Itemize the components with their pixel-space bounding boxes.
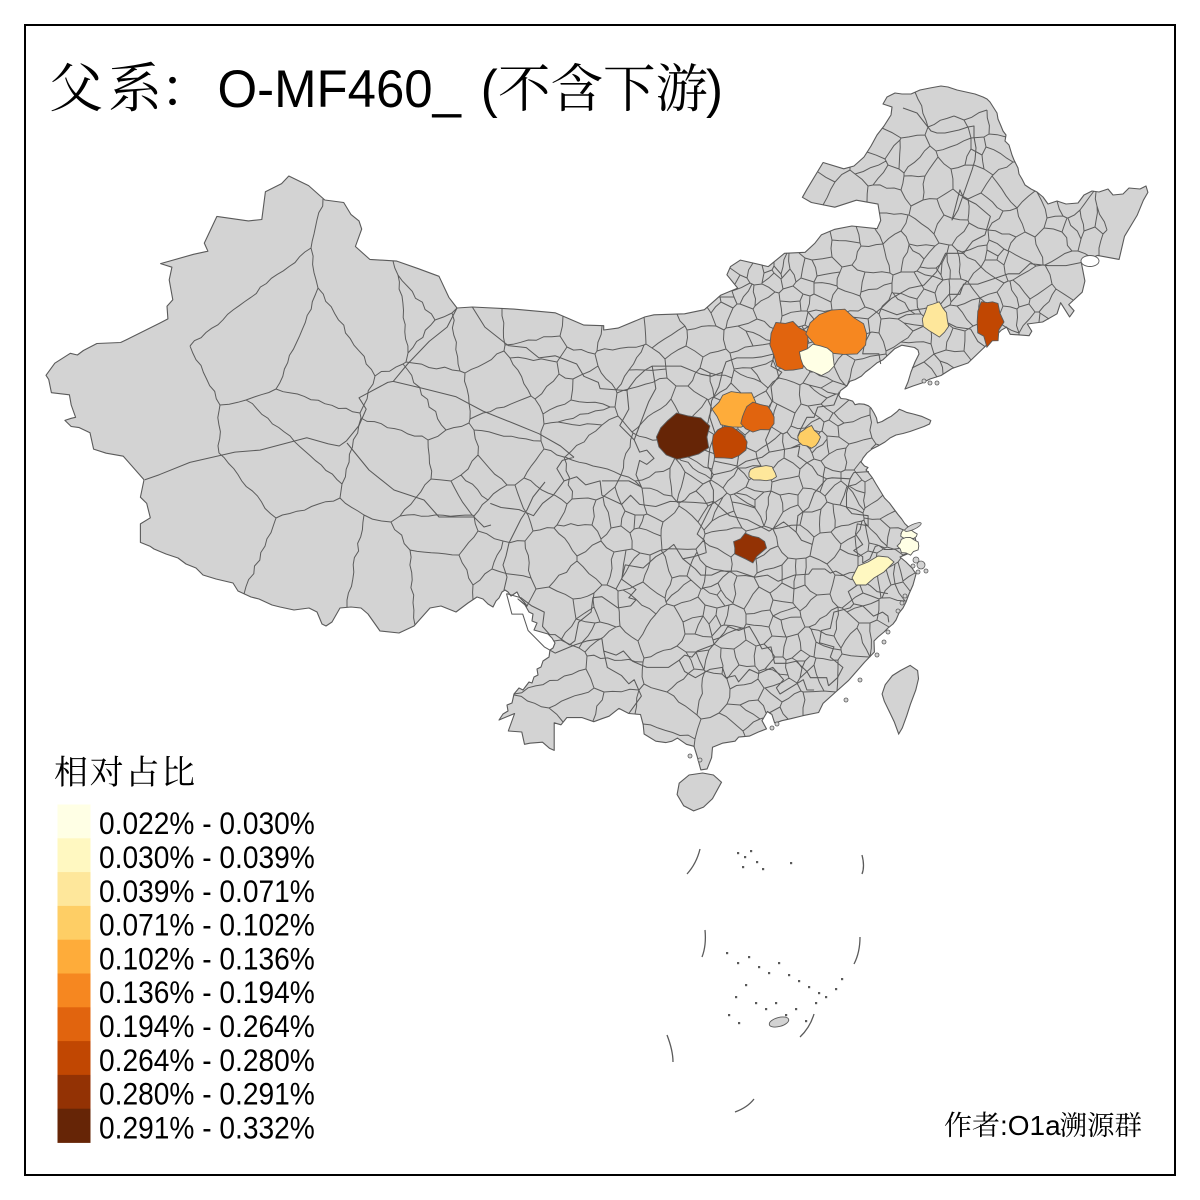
svg-text:O-MF460_: O-MF460_ [218, 60, 462, 119]
svg-text:0.291% - 0.332%: 0.291% - 0.332% [99, 1111, 315, 1146]
svg-text:0.136% - 0.194%: 0.136% - 0.194% [99, 976, 315, 1011]
svg-text:): ) [706, 60, 723, 119]
svg-text:0.102% - 0.136%: 0.102% - 0.136% [99, 942, 315, 977]
svg-text:0.022% - 0.030%: 0.022% - 0.030% [99, 807, 315, 842]
svg-text:0.030% - 0.039%: 0.030% - 0.039% [99, 840, 315, 875]
svg-text:0.264% - 0.280%: 0.264% - 0.280% [99, 1043, 315, 1078]
svg-text:0.071% - 0.102%: 0.071% - 0.102% [99, 908, 315, 943]
svg-text:0.280% - 0.291%: 0.280% - 0.291% [99, 1077, 315, 1112]
svg-text::O1a: :O1a [1000, 1110, 1061, 1141]
svg-text:(: ( [481, 60, 499, 119]
svg-text:0.194% - 0.264%: 0.194% - 0.264% [99, 1009, 315, 1044]
svg-text:0.039% - 0.071%: 0.039% - 0.071% [99, 874, 315, 909]
